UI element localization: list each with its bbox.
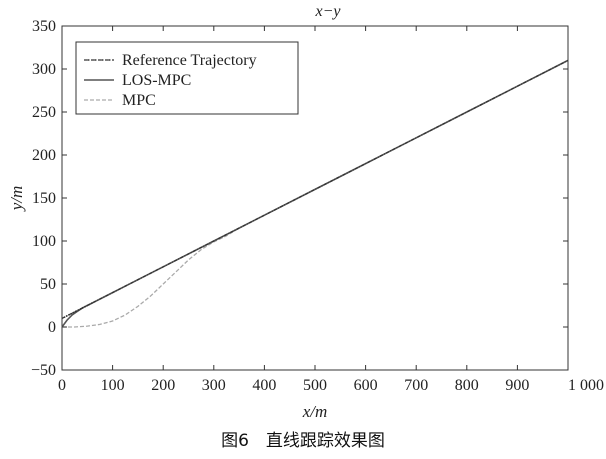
y-axis: −50 0 50 100 150 200 250 300 350 — [31, 18, 568, 379]
x-tick-label: 800 — [455, 377, 479, 394]
legend-label-0: Reference Trajectory — [122, 52, 257, 69]
legend-box — [75, 41, 299, 115]
series-marker — [68, 313, 70, 316]
legend-marker — [101, 59, 103, 61]
legend-label-2: MPC — [122, 92, 156, 109]
series-marker — [81, 306, 84, 309]
x-tick-label: 900 — [505, 377, 529, 394]
y-tick-label: 350 — [32, 18, 56, 35]
y-tick-label: 150 — [32, 190, 56, 207]
x-axis: 0 100 200 300 400 500 600 700 800 900 1 000 — [58, 26, 604, 394]
legend-marker — [87, 59, 89, 61]
x-tick-label: 0 — [58, 377, 66, 394]
chart-title: x−y — [315, 3, 342, 20]
y-tick-label: 50 — [40, 276, 56, 293]
legend-entries: Reference Trajectory LOS-MPC MPC — [84, 52, 257, 109]
x-tick-label: 600 — [354, 377, 378, 394]
series-layer — [61, 59, 569, 328]
figure-caption: 图6 直线跟踪效果图 — [221, 431, 385, 451]
legend-marker — [108, 59, 110, 61]
series-marker — [70, 312, 73, 315]
legend-label-1: LOS-MPC — [122, 72, 191, 89]
series-marker — [90, 302, 93, 305]
x-tick-label: 400 — [252, 377, 276, 394]
x-tick-label: 700 — [404, 377, 428, 394]
series-marker — [75, 310, 77, 313]
x-axis-label: x/m — [302, 402, 328, 421]
y-tick-label: 250 — [32, 104, 56, 121]
x-tick-label: 1 000 — [568, 377, 604, 394]
series-marker — [88, 303, 91, 306]
legend: Reference Trajectory LOS-MPC MPC — [75, 41, 299, 115]
y-tick-label: 100 — [32, 233, 56, 250]
x-tick-label: 100 — [101, 377, 125, 394]
series-marker — [86, 304, 89, 307]
y-axis-label: y/m — [7, 186, 26, 213]
series-marker — [84, 305, 86, 308]
series-line-0 — [61, 59, 569, 319]
series-marker — [65, 315, 68, 317]
series-marker — [63, 316, 66, 319]
series-marker — [72, 311, 75, 314]
series-marker — [77, 309, 80, 312]
series-marker — [79, 308, 82, 310]
x-tick-label: 300 — [202, 377, 226, 394]
x-tick-label: 200 — [151, 377, 175, 394]
y-tick-label: −50 — [31, 362, 56, 379]
x-tick-label: 500 — [303, 377, 327, 394]
y-tick-label: 200 — [32, 147, 56, 164]
y-tick-label: 300 — [32, 61, 56, 78]
legend-marker — [94, 59, 96, 61]
y-tick-label: 0 — [48, 319, 56, 336]
